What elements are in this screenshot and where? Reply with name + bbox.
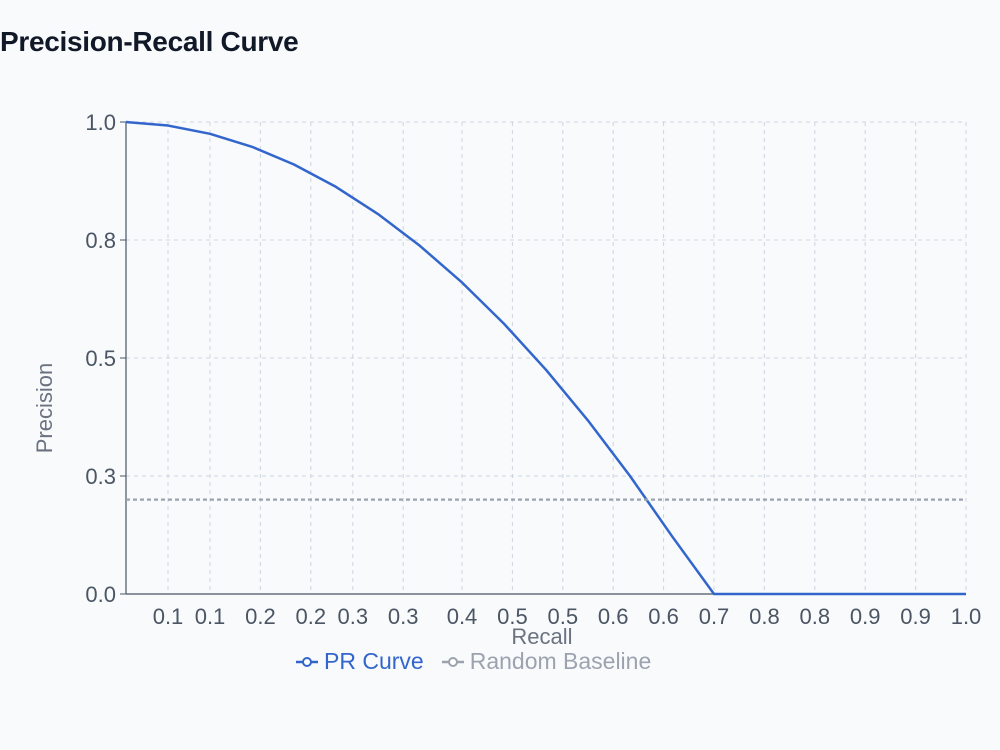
- x-tick-label: 0.8: [800, 604, 831, 629]
- x-tick-label: 0.2: [296, 604, 327, 629]
- grid: [126, 121, 967, 595]
- y-tick-label: 1.0: [85, 110, 116, 135]
- pr-curve-line: [125, 120, 966, 596]
- series: [125, 120, 966, 596]
- x-tick-label: 0.3: [388, 604, 419, 629]
- legend-random-baseline-icon: [441, 656, 464, 667]
- chart-title: Precision-Recall Curve: [0, 26, 299, 57]
- x-axis-label: Recall: [511, 624, 572, 649]
- legend-pr-curve-icon: [296, 656, 318, 667]
- legend-item-pr-curve[interactable]: PR Curve: [296, 648, 424, 675]
- x-tick-label: 0.8: [749, 604, 780, 629]
- y-axis-label: Precision: [32, 363, 57, 453]
- x-tick-label: 1.0: [951, 604, 982, 629]
- x-tick-label: 0.2: [245, 604, 276, 629]
- x-tick-label: 0.1: [195, 604, 226, 629]
- ticks: 0.1 0.1 0.2 0.2 0.3 0.3 0.4 0.5 0.5 0.6 0.6 0.7 0.8 0…: [85, 110, 981, 629]
- x-tick-label: 0.9: [900, 604, 931, 629]
- legend: PR Curve Random Baseline: [296, 648, 651, 675]
- x-tick-label: 0.7: [699, 604, 730, 629]
- y-tick-label: 0.5: [85, 346, 116, 371]
- legend-item-random-baseline[interactable]: Random Baseline: [441, 648, 652, 675]
- y-tick-label: 0.8: [85, 228, 116, 253]
- legend-label-random-baseline: Random Baseline: [469, 648, 652, 674]
- x-tick-label: 0.3: [338, 604, 369, 629]
- x-tick-label: 0.9: [850, 604, 881, 629]
- x-tick-label: 0.6: [648, 604, 679, 629]
- x-tick-label: 0.5: [497, 604, 528, 629]
- legend-label-pr-curve: PR Curve: [324, 648, 424, 674]
- y-tick-label: 0.0: [85, 582, 116, 607]
- x-tick-label: 0.4: [447, 604, 478, 629]
- x-tick-label: 0.6: [598, 604, 629, 629]
- y-tick-label: 0.3: [85, 464, 116, 489]
- x-tick-label: 0.5: [548, 604, 579, 629]
- x-tick-label: 0.1: [153, 604, 184, 629]
